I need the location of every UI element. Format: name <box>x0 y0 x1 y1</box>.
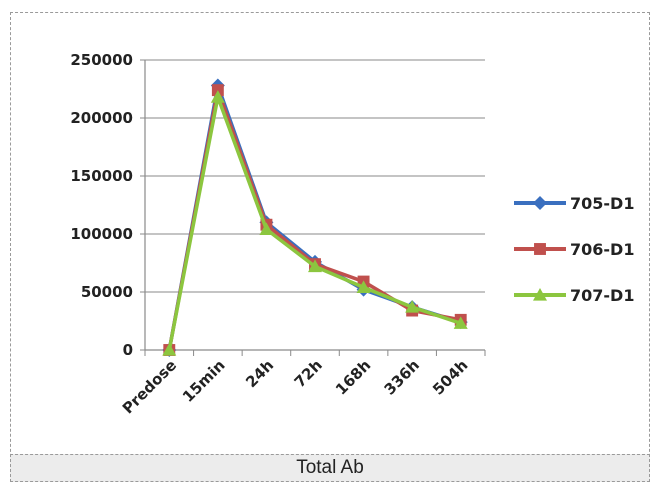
legend: 705-D1 706-D1 707-D1 <box>514 194 634 305</box>
legend-marker <box>534 243 546 255</box>
x-tick-label: 15min <box>179 356 229 406</box>
x-tick-label: 504h <box>429 356 471 398</box>
x-tick-label: 168h <box>332 356 374 398</box>
y-tick-label: 200000 <box>70 109 133 127</box>
legend-label: 706-D1 <box>570 240 634 259</box>
y-tick-label: 150000 <box>70 167 133 185</box>
axes <box>140 59 486 356</box>
y-tick-label: 100000 <box>70 225 133 243</box>
legend-marker <box>533 196 547 210</box>
caption-bar: Total Ab <box>10 454 650 482</box>
y-tick-label: 0 <box>123 341 133 359</box>
y-tick-label: 250000 <box>70 51 133 69</box>
data-point <box>210 90 225 103</box>
chart-caption: Total Ab <box>296 457 364 478</box>
data-point <box>259 222 274 235</box>
y-tick-labels: 0 50000 100000 150000 200000 250000 <box>70 51 133 359</box>
x-tick-label: 72h <box>291 356 326 391</box>
x-tick-label: Predose <box>119 356 180 417</box>
data-point <box>308 259 322 273</box>
series-lines <box>162 78 468 357</box>
data-point <box>162 343 177 356</box>
x-tick-label: 336h <box>381 356 423 398</box>
x-tick-label: 24h <box>242 356 277 391</box>
data-point <box>356 280 371 293</box>
data-point <box>405 300 420 313</box>
legend-label: 705-D1 <box>570 194 634 213</box>
legend-label: 707-D1 <box>570 286 634 305</box>
data-point <box>453 316 468 329</box>
legend-marker <box>533 288 547 301</box>
y-tick-label: 50000 <box>81 283 133 301</box>
